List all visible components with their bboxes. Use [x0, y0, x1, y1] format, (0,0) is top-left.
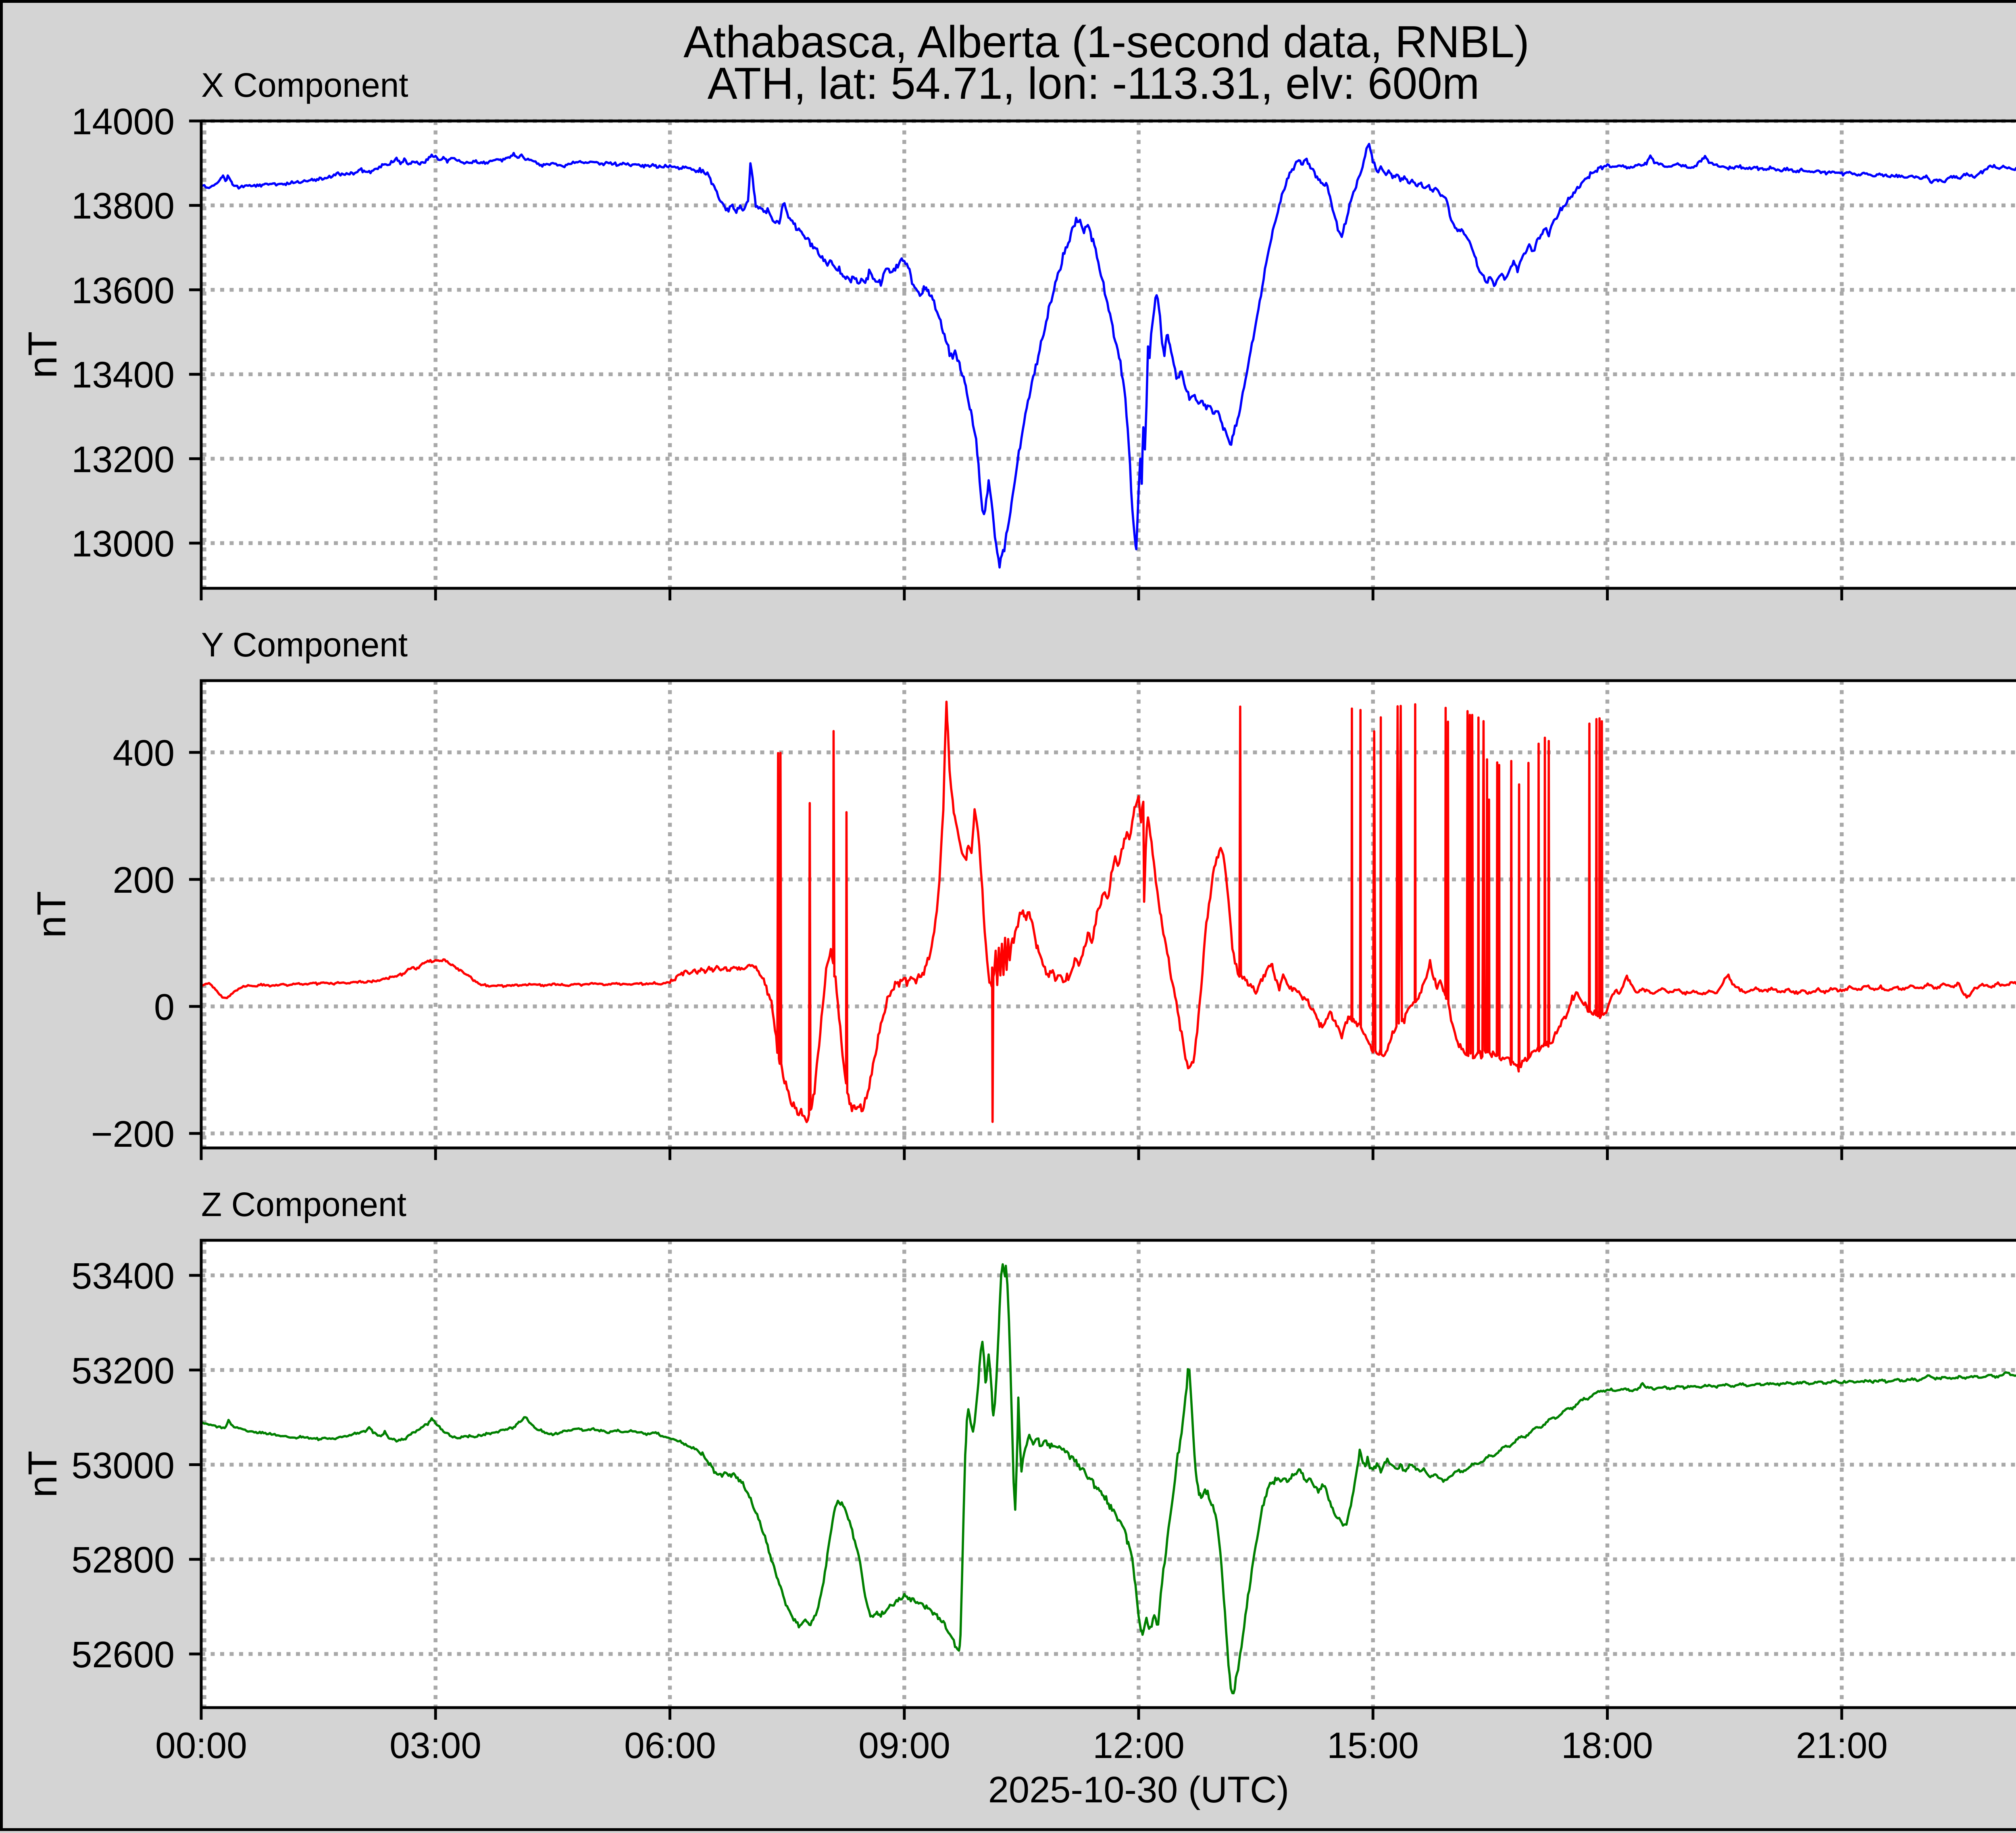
svg-text:13400: 13400 — [71, 354, 175, 396]
svg-text:200: 200 — [113, 860, 175, 901]
svg-text:13000: 13000 — [71, 523, 175, 564]
svg-text:nT: nT — [20, 1451, 65, 1498]
svg-text:09:00: 09:00 — [858, 1725, 950, 1766]
svg-text:52800: 52800 — [71, 1539, 175, 1581]
svg-text:53200: 53200 — [71, 1350, 175, 1391]
svg-text:−200: −200 — [91, 1114, 175, 1155]
svg-text:03:00: 03:00 — [389, 1725, 481, 1766]
svg-text:nT: nT — [29, 891, 74, 938]
svg-text:53000: 53000 — [71, 1445, 175, 1486]
svg-text:14000: 14000 — [71, 101, 175, 142]
svg-text:400: 400 — [113, 733, 175, 774]
svg-text:12:00: 12:00 — [1093, 1725, 1185, 1766]
svg-text:52600: 52600 — [71, 1634, 175, 1675]
svg-text:13800: 13800 — [71, 185, 175, 227]
svg-text:2025-10-30 (UTC): 2025-10-30 (UTC) — [988, 1769, 1289, 1810]
svg-text:00:00: 00:00 — [155, 1725, 247, 1766]
svg-text:Z Component: Z Component — [201, 1185, 406, 1223]
svg-text:Y Component: Y Component — [201, 626, 408, 664]
svg-text:53400: 53400 — [71, 1256, 175, 1297]
svg-text:21:00: 21:00 — [1796, 1725, 1888, 1766]
svg-text:13200: 13200 — [71, 439, 175, 480]
svg-text:18:00: 18:00 — [1561, 1725, 1653, 1766]
svg-text:13600: 13600 — [71, 270, 175, 311]
svg-text:nT: nT — [20, 331, 65, 379]
svg-text:06:00: 06:00 — [624, 1725, 716, 1766]
svg-text:0: 0 — [154, 987, 175, 1028]
svg-text:X Component: X Component — [201, 66, 408, 104]
svg-text:ATH, lat: 54.71, lon: -113.31,: ATH, lat: 54.71, lon: -113.31, elv: 600m — [708, 58, 1480, 108]
svg-text:15:00: 15:00 — [1327, 1725, 1419, 1766]
